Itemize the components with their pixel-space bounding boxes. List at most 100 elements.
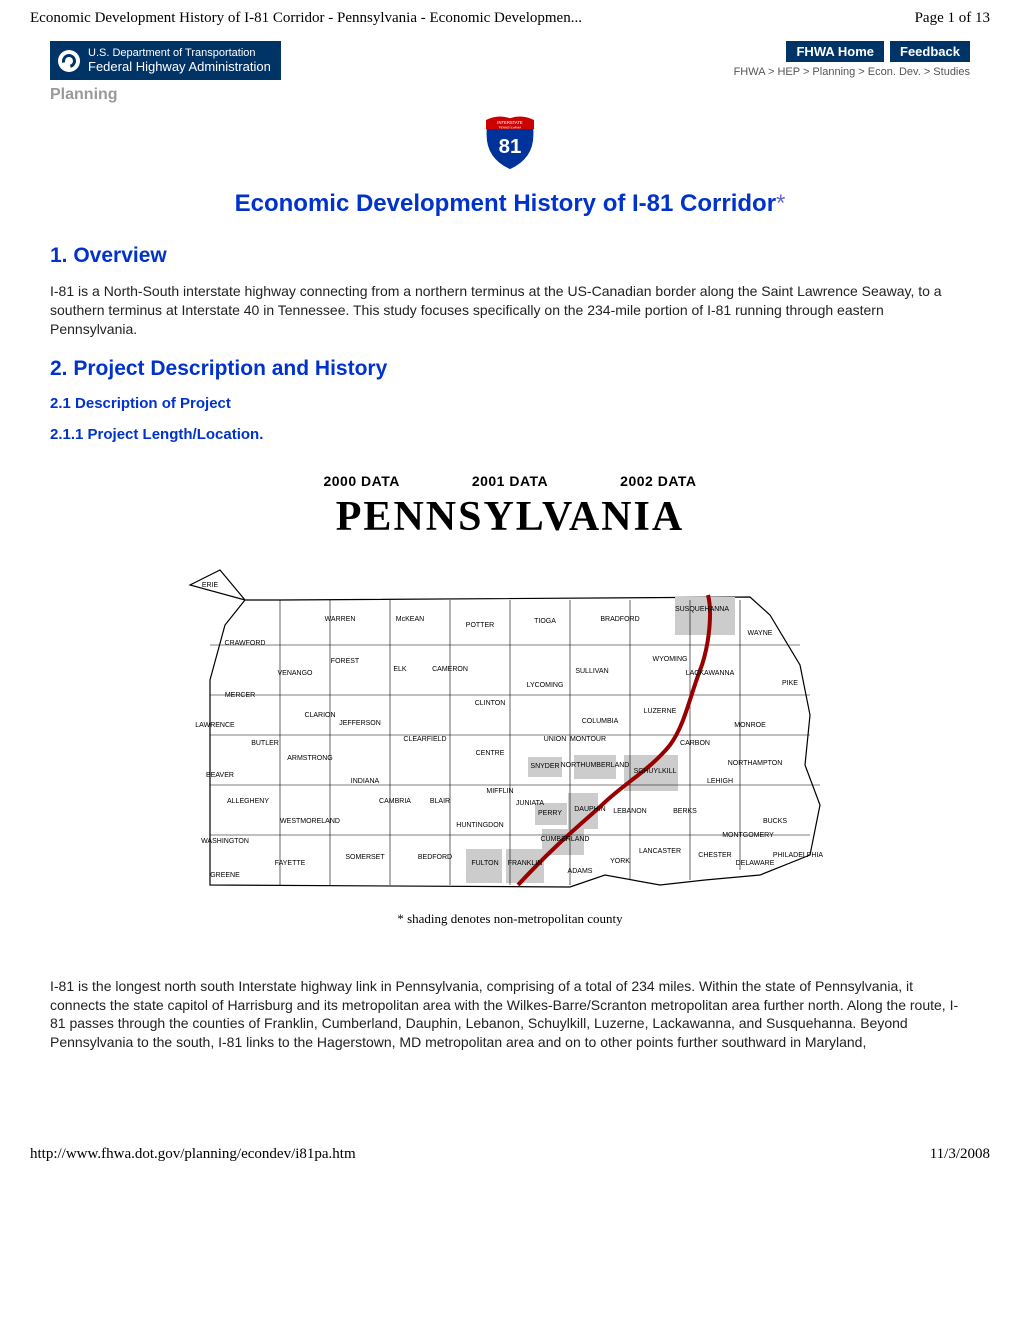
county-label: DELAWARE: [736, 860, 775, 867]
map-tab-2001[interactable]: 2001 DATA: [472, 473, 548, 489]
footer-date: 11/3/2008: [930, 1146, 990, 1163]
county-label: PHILADELPHIA: [773, 852, 824, 859]
section-2-1-1-heading: 2.1.1 Project Length/Location.: [50, 426, 970, 443]
county-label: WESTMORELAND: [280, 818, 340, 825]
paragraph-after-map: I-81 is the longest north south Intersta…: [50, 977, 970, 1053]
feedback-button[interactable]: Feedback: [890, 41, 970, 62]
title-footnote-star[interactable]: *: [776, 190, 785, 217]
county-label: ALLEGHENY: [227, 798, 269, 805]
interstate-shield-icon: INTERSTATE PENNSYLVANIA 81: [480, 110, 540, 172]
dot-swirl-icon: [58, 50, 80, 72]
shield-interstate-text: INTERSTATE: [497, 120, 523, 125]
right-block: FHWA Home Feedback FHWA > HEP > Planning…: [734, 41, 970, 78]
document-title: Economic Development History of I-81 Cor…: [50, 190, 970, 218]
dot-text: U.S. Department of Transportation Federa…: [88, 47, 271, 74]
county-label: POTTER: [466, 622, 494, 629]
document-content: U.S. Department of Transportation Federa…: [0, 31, 1020, 1096]
header-page-number: Page 1 of 13: [915, 10, 990, 27]
county-label: BLAIR: [430, 798, 450, 805]
county-label: CLINTON: [475, 700, 506, 707]
shield-state-text: PENNSYLVANIA: [499, 125, 522, 129]
county-label: SNYDER: [530, 763, 559, 770]
county-label: LAWRENCE: [195, 722, 235, 729]
county-label: FULTON: [471, 860, 498, 867]
county-label: MONROE: [734, 722, 766, 729]
county-label: WASHINGTON: [201, 838, 249, 845]
county-label: VENANGO: [277, 670, 313, 677]
left-block: U.S. Department of Transportation Federa…: [50, 41, 281, 104]
county-label: UNION: [544, 736, 567, 743]
county-label: ADAMS: [568, 868, 593, 875]
fhwa-logo-box[interactable]: U.S. Department of Transportation Federa…: [50, 41, 281, 80]
top-banner-row: U.S. Department of Transportation Federa…: [50, 41, 970, 104]
county-label: JEFFERSON: [339, 720, 381, 727]
title-text: Economic Development History of I-81 Cor…: [235, 190, 776, 217]
dot-fhwa-line: Federal Highway Administration: [88, 59, 271, 74]
county-label: MONTGOMERY: [722, 832, 774, 839]
county-label: JUNIATA: [516, 800, 544, 807]
county-label: SUSQUEHANNA: [675, 606, 729, 613]
header-title: Economic Development History of I-81 Cor…: [30, 10, 582, 27]
county-label: BRADFORD: [600, 616, 639, 623]
county-label: LYCOMING: [527, 682, 564, 689]
county-label: CLEARFIELD: [403, 736, 446, 743]
county-label: COLUMBIA: [582, 718, 619, 725]
county-label: BUTLER: [251, 740, 279, 747]
county-label: ELK: [393, 666, 407, 673]
county-label: INDIANA: [351, 778, 380, 785]
county-label: FAYETTE: [275, 860, 306, 867]
pennsylvania-map-figure: 2000 DATA 2001 DATA 2002 DATA PENNSYLVAN…: [150, 473, 870, 927]
county-label: BEAVER: [206, 772, 234, 779]
county-label: McKEAN: [396, 616, 424, 623]
county-label: LANCASTER: [639, 848, 681, 855]
county-label: ERIE: [202, 582, 219, 589]
map-state-title: PENNSYLVANIA: [150, 493, 870, 541]
county-label: HUNTINGDON: [456, 822, 503, 829]
section-2-heading: 2. Project Description and History: [50, 357, 970, 381]
pa-county-map-svg: ERIEWARRENMcKEANPOTTERTIOGABRADFORDSUSQU…: [150, 545, 870, 905]
county-label: CAMBRIA: [379, 798, 411, 805]
county-label: LUZERNE: [644, 708, 677, 715]
section-1-heading: 1. Overview: [50, 244, 970, 268]
county-label: MERCER: [225, 692, 255, 699]
county-label: WARREN: [325, 616, 356, 623]
county-label: CARBON: [680, 740, 710, 747]
map-data-year-tabs: 2000 DATA 2001 DATA 2002 DATA: [150, 473, 870, 489]
county-label: FRANKLIN: [508, 860, 543, 867]
dot-dept-line: U.S. Department of Transportation: [88, 47, 271, 59]
county-label: CHESTER: [698, 852, 731, 859]
county-label: YORK: [610, 858, 630, 865]
county-label: LEHIGH: [707, 778, 733, 785]
county-label: MIFFLIN: [486, 788, 513, 795]
browser-page-header: Economic Development History of I-81 Cor…: [0, 0, 1020, 31]
planning-section-label: Planning: [50, 86, 281, 104]
county-label: LEBANON: [613, 808, 646, 815]
section-2-1-heading: 2.1 Description of Project: [50, 395, 970, 412]
county-label: CAMERON: [432, 666, 468, 673]
county-label: WYOMING: [653, 656, 688, 663]
county-label: CUMBERLAND: [540, 836, 589, 843]
shield-route-number: 81: [499, 136, 522, 158]
county-label: BERKS: [673, 808, 697, 815]
map-tab-2002[interactable]: 2002 DATA: [620, 473, 696, 489]
county-label: CRAWFORD: [225, 640, 266, 647]
county-label: ARMSTRONG: [287, 755, 333, 762]
county-label: PERRY: [538, 810, 562, 817]
county-label: SOMERSET: [345, 854, 385, 861]
county-label: BUCKS: [763, 818, 787, 825]
county-label: SULLIVAN: [575, 668, 608, 675]
county-label: CENTRE: [476, 750, 505, 757]
browser-page-footer: http://www.fhwa.dot.gov/planning/econdev…: [0, 1136, 1020, 1173]
section-1-paragraph: I-81 is a North-South interstate highway…: [50, 282, 970, 339]
county-label: SCHUYLKILL: [634, 768, 677, 775]
footer-url: http://www.fhwa.dot.gov/planning/econdev…: [30, 1146, 356, 1163]
breadcrumb[interactable]: FHWA > HEP > Planning > Econ. Dev. > Stu…: [734, 66, 970, 78]
fhwa-home-button[interactable]: FHWA Home: [786, 41, 884, 62]
county-label: PIKE: [782, 680, 798, 687]
map-tab-2000[interactable]: 2000 DATA: [323, 473, 399, 489]
county-label: NORTHUMBERLAND: [561, 762, 630, 769]
county-label: CLARION: [304, 712, 335, 719]
route-shield-row: INTERSTATE PENNSYLVANIA 81: [50, 110, 970, 172]
county-label: WAYNE: [748, 630, 773, 637]
county-label: FOREST: [331, 658, 360, 665]
